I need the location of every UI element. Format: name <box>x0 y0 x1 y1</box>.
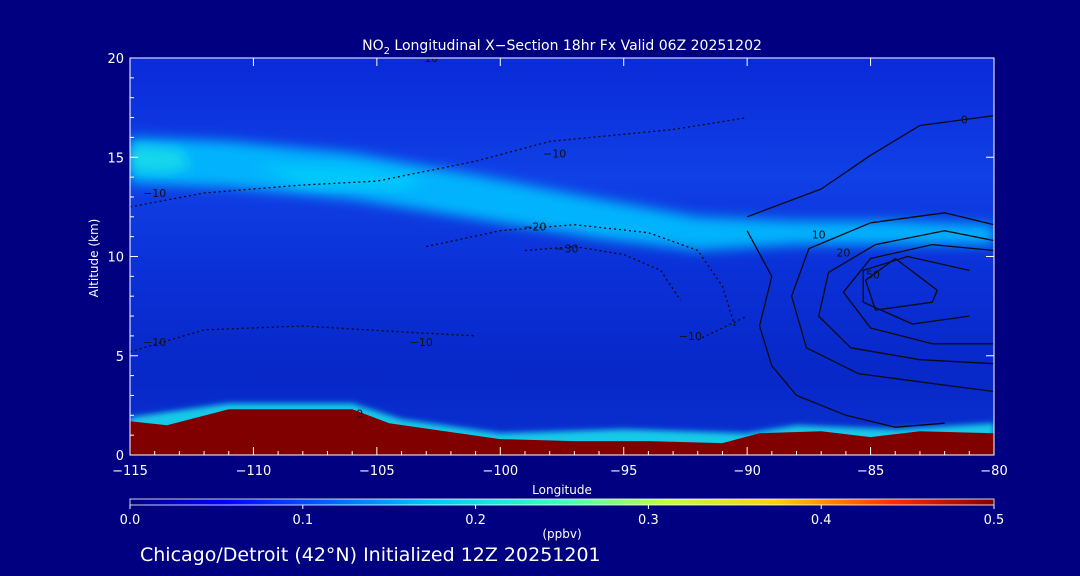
colorbar-tick-label: 0.2 <box>465 513 486 528</box>
contour-line <box>524 245 682 301</box>
contour-line <box>746 114 994 218</box>
y-axis-label: Altitude (km) <box>87 219 101 298</box>
colorbar-tick-label: 0.0 <box>120 513 141 528</box>
contour-label: −10 <box>410 336 433 349</box>
x-tick-label: −110 <box>236 464 272 479</box>
colorbar-tick-label: 0.3 <box>638 513 659 528</box>
region-boundary-layer <box>130 409 994 455</box>
contour-label: 0 <box>356 407 363 420</box>
x-axis-label: Longitude <box>532 483 592 497</box>
footer-text: Chicago/Detroit (42°N) Initialized 12Z 2… <box>140 544 601 566</box>
y-axis: 0 5 10 15 20 <box>107 52 994 464</box>
x-tick-label: −90 <box>733 464 760 479</box>
y-tick-label: 0 <box>116 449 124 464</box>
chart-title: NO2 Longitudinal X−Section 18hr Fx Valid… <box>362 38 762 57</box>
y-tick-label: 10 <box>107 251 124 266</box>
region-upper-core-mid <box>253 165 427 189</box>
region-upper-core-west <box>130 145 192 174</box>
contour-label: 20 <box>836 247 850 260</box>
x-tick-label: −95 <box>610 464 637 479</box>
y-tick-label: 20 <box>107 52 124 67</box>
colorbar-ticks: 0.0 0.1 0.2 0.3 0.4 0.5 <box>120 505 1005 528</box>
contour-lines <box>130 114 994 428</box>
contour-label: −10 <box>679 330 702 343</box>
contour-line <box>130 116 748 208</box>
contour-line <box>842 243 994 345</box>
contour-line <box>746 230 945 428</box>
contour-line <box>862 255 970 325</box>
x-tick-label: −115 <box>112 464 148 479</box>
plot-area: −10 −10 −20 −30 −10 −10 −10 10 0 0 10 20 50 <box>130 52 994 455</box>
contour-line <box>864 257 938 311</box>
contour-label: −20 <box>523 221 546 234</box>
contour-label: 0 <box>961 114 968 127</box>
x-axis: −115 −110 −105 −100 −95 −90 −85 −80 <box>112 58 1008 479</box>
contour-line <box>426 224 736 327</box>
colorbar-gradient <box>129 498 995 506</box>
contour-label: −30 <box>555 243 578 256</box>
contour-label: −10 <box>543 147 566 160</box>
concentration-fields <box>130 137 994 455</box>
contour-label: −10 <box>143 336 166 349</box>
colorbar-unit-label: (ppbv) <box>542 527 581 541</box>
x-tick-label: −105 <box>359 464 395 479</box>
colorbar: 0.0 0.1 0.2 0.3 0.4 0.5 (ppbv) <box>120 498 1005 541</box>
x-tick-label: −85 <box>857 464 884 479</box>
title-subscript: 2 <box>384 46 390 57</box>
x-tick-label: −80 <box>980 464 1007 479</box>
contour-label: −10 <box>143 187 166 200</box>
x-tick-label: −100 <box>482 464 518 479</box>
plot-background <box>130 58 994 455</box>
contour-line <box>790 212 994 393</box>
contour-line <box>130 325 476 353</box>
contour-line <box>697 315 748 341</box>
contour-label: 50 <box>866 268 880 281</box>
contour-labels: −10 −10 −20 −30 −10 −10 −10 10 0 0 10 20 50 <box>143 52 968 420</box>
region-upper-layer <box>130 137 994 251</box>
title-prefix: NO <box>362 38 384 54</box>
contour-label: 10 <box>424 52 438 65</box>
colorbar-tick-label: 0.1 <box>292 513 313 528</box>
y-tick-label: 5 <box>116 350 124 365</box>
colorbar-tick-label: 0.5 <box>984 513 1005 528</box>
contour-line <box>818 230 994 365</box>
colorbar-tick-label: 0.4 <box>811 513 832 528</box>
title-rest: Longitudinal X−Section 18hr Fx Valid 06Z… <box>390 38 762 54</box>
contour-label: 10 <box>812 229 826 242</box>
y-tick-label: 15 <box>107 151 124 166</box>
